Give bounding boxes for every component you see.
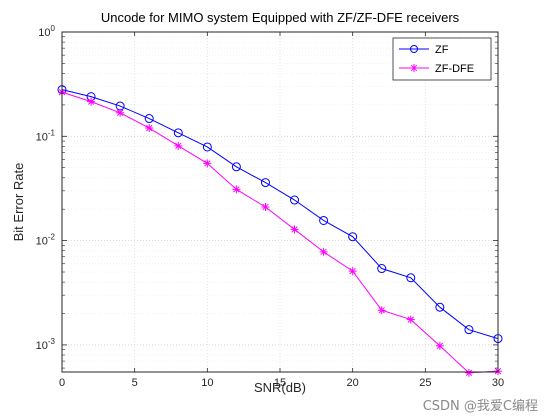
y-tick-labels: 100 10-1 10-2 10-3 (36, 24, 56, 352)
legend-marker-zf-dfe (410, 64, 418, 72)
asterisk-stroke (87, 98, 95, 105)
data-point-zf-dfe (290, 225, 299, 234)
asterisk-stroke (262, 203, 269, 211)
asterisk-stroke (407, 316, 414, 323)
y-tick-label: 10-3 (36, 337, 56, 352)
x-tick-labels: 0 5 10 15 20 25 30 (59, 377, 504, 389)
major-grid (62, 32, 498, 372)
legend-asterisk-glyph (410, 64, 418, 72)
chart-title: Uncode for MIMO system Equipped with ZF/… (101, 10, 460, 25)
series-line-zf (61, 89, 499, 340)
asterisk-stroke (233, 186, 240, 193)
data-point-zf (406, 273, 416, 283)
series-line-zf-dfe (61, 91, 499, 374)
y-tick-label: 100 (38, 24, 55, 39)
y-axis-label: Bit Error Rate (11, 163, 26, 242)
legend-label-zf: ZF (435, 44, 449, 56)
data-point-zf (464, 325, 474, 335)
y-tick-label: 10-2 (36, 233, 56, 248)
data-point-zf (319, 215, 329, 225)
asterisk-stroke (320, 248, 327, 256)
data-point-zf-dfe (145, 124, 154, 133)
data-point-zf-dfe (203, 159, 212, 168)
data-point-zf (173, 128, 183, 138)
x-tick-label: 30 (492, 377, 504, 389)
data-point-zf-dfe (174, 141, 183, 150)
data-point-zf (202, 142, 212, 152)
data-point-zf (377, 264, 387, 274)
data-point-zf (348, 232, 358, 242)
watermark: CSDN @我爱C编程 (422, 399, 538, 414)
x-tick-label: 25 (419, 377, 431, 389)
asterisk-stroke (116, 109, 124, 116)
data-point-zf-dfe (377, 306, 386, 315)
asterisk-stroke (349, 267, 356, 275)
data-point-zf-dfe (87, 97, 96, 106)
x-tick-label: 10 (201, 377, 213, 389)
x-tick-label: 20 (347, 377, 359, 389)
data-point-zf (290, 195, 300, 205)
asterisk-stroke (436, 342, 444, 349)
legend-box (392, 37, 492, 81)
data-point-zf-dfe (348, 267, 357, 276)
asterisk-stroke (410, 64, 418, 72)
x-tick-label: 15 (274, 377, 286, 389)
asterisk-stroke (175, 142, 182, 150)
legend: ZF ZF-DFE (392, 37, 492, 81)
plot-background (62, 32, 498, 372)
asterisk-stroke (204, 160, 211, 167)
data-point-zf (144, 114, 154, 124)
data-point-zf (435, 302, 445, 312)
data-point-zf-dfe (319, 247, 328, 256)
series-zf (57, 85, 503, 344)
asterisk-stroke (146, 124, 153, 132)
legend-label-zf-dfe: ZF-DFE (435, 63, 474, 75)
tick-marks (61, 31, 499, 372)
x-axis-label: SNR(dB) (254, 380, 306, 395)
asterisk-stroke (291, 226, 298, 233)
data-point-zf (260, 178, 270, 188)
data-point-zf (231, 162, 241, 172)
x-tick-label: 0 (59, 377, 65, 389)
data-point-zf-dfe (116, 108, 125, 117)
asterisk-stroke (378, 307, 385, 314)
data-point-zf-dfe (261, 203, 270, 212)
x-tick-label: 5 (132, 377, 138, 389)
data-point-zf-dfe (406, 315, 415, 324)
y-tick-label: 10-1 (36, 128, 56, 143)
data-point-zf-dfe (464, 368, 473, 377)
series-layer (57, 85, 503, 377)
data-point-zf-dfe (435, 341, 444, 350)
legend-marker-zf (410, 45, 418, 53)
data-point-zf-dfe (232, 185, 241, 194)
asterisk-stroke (465, 369, 473, 376)
